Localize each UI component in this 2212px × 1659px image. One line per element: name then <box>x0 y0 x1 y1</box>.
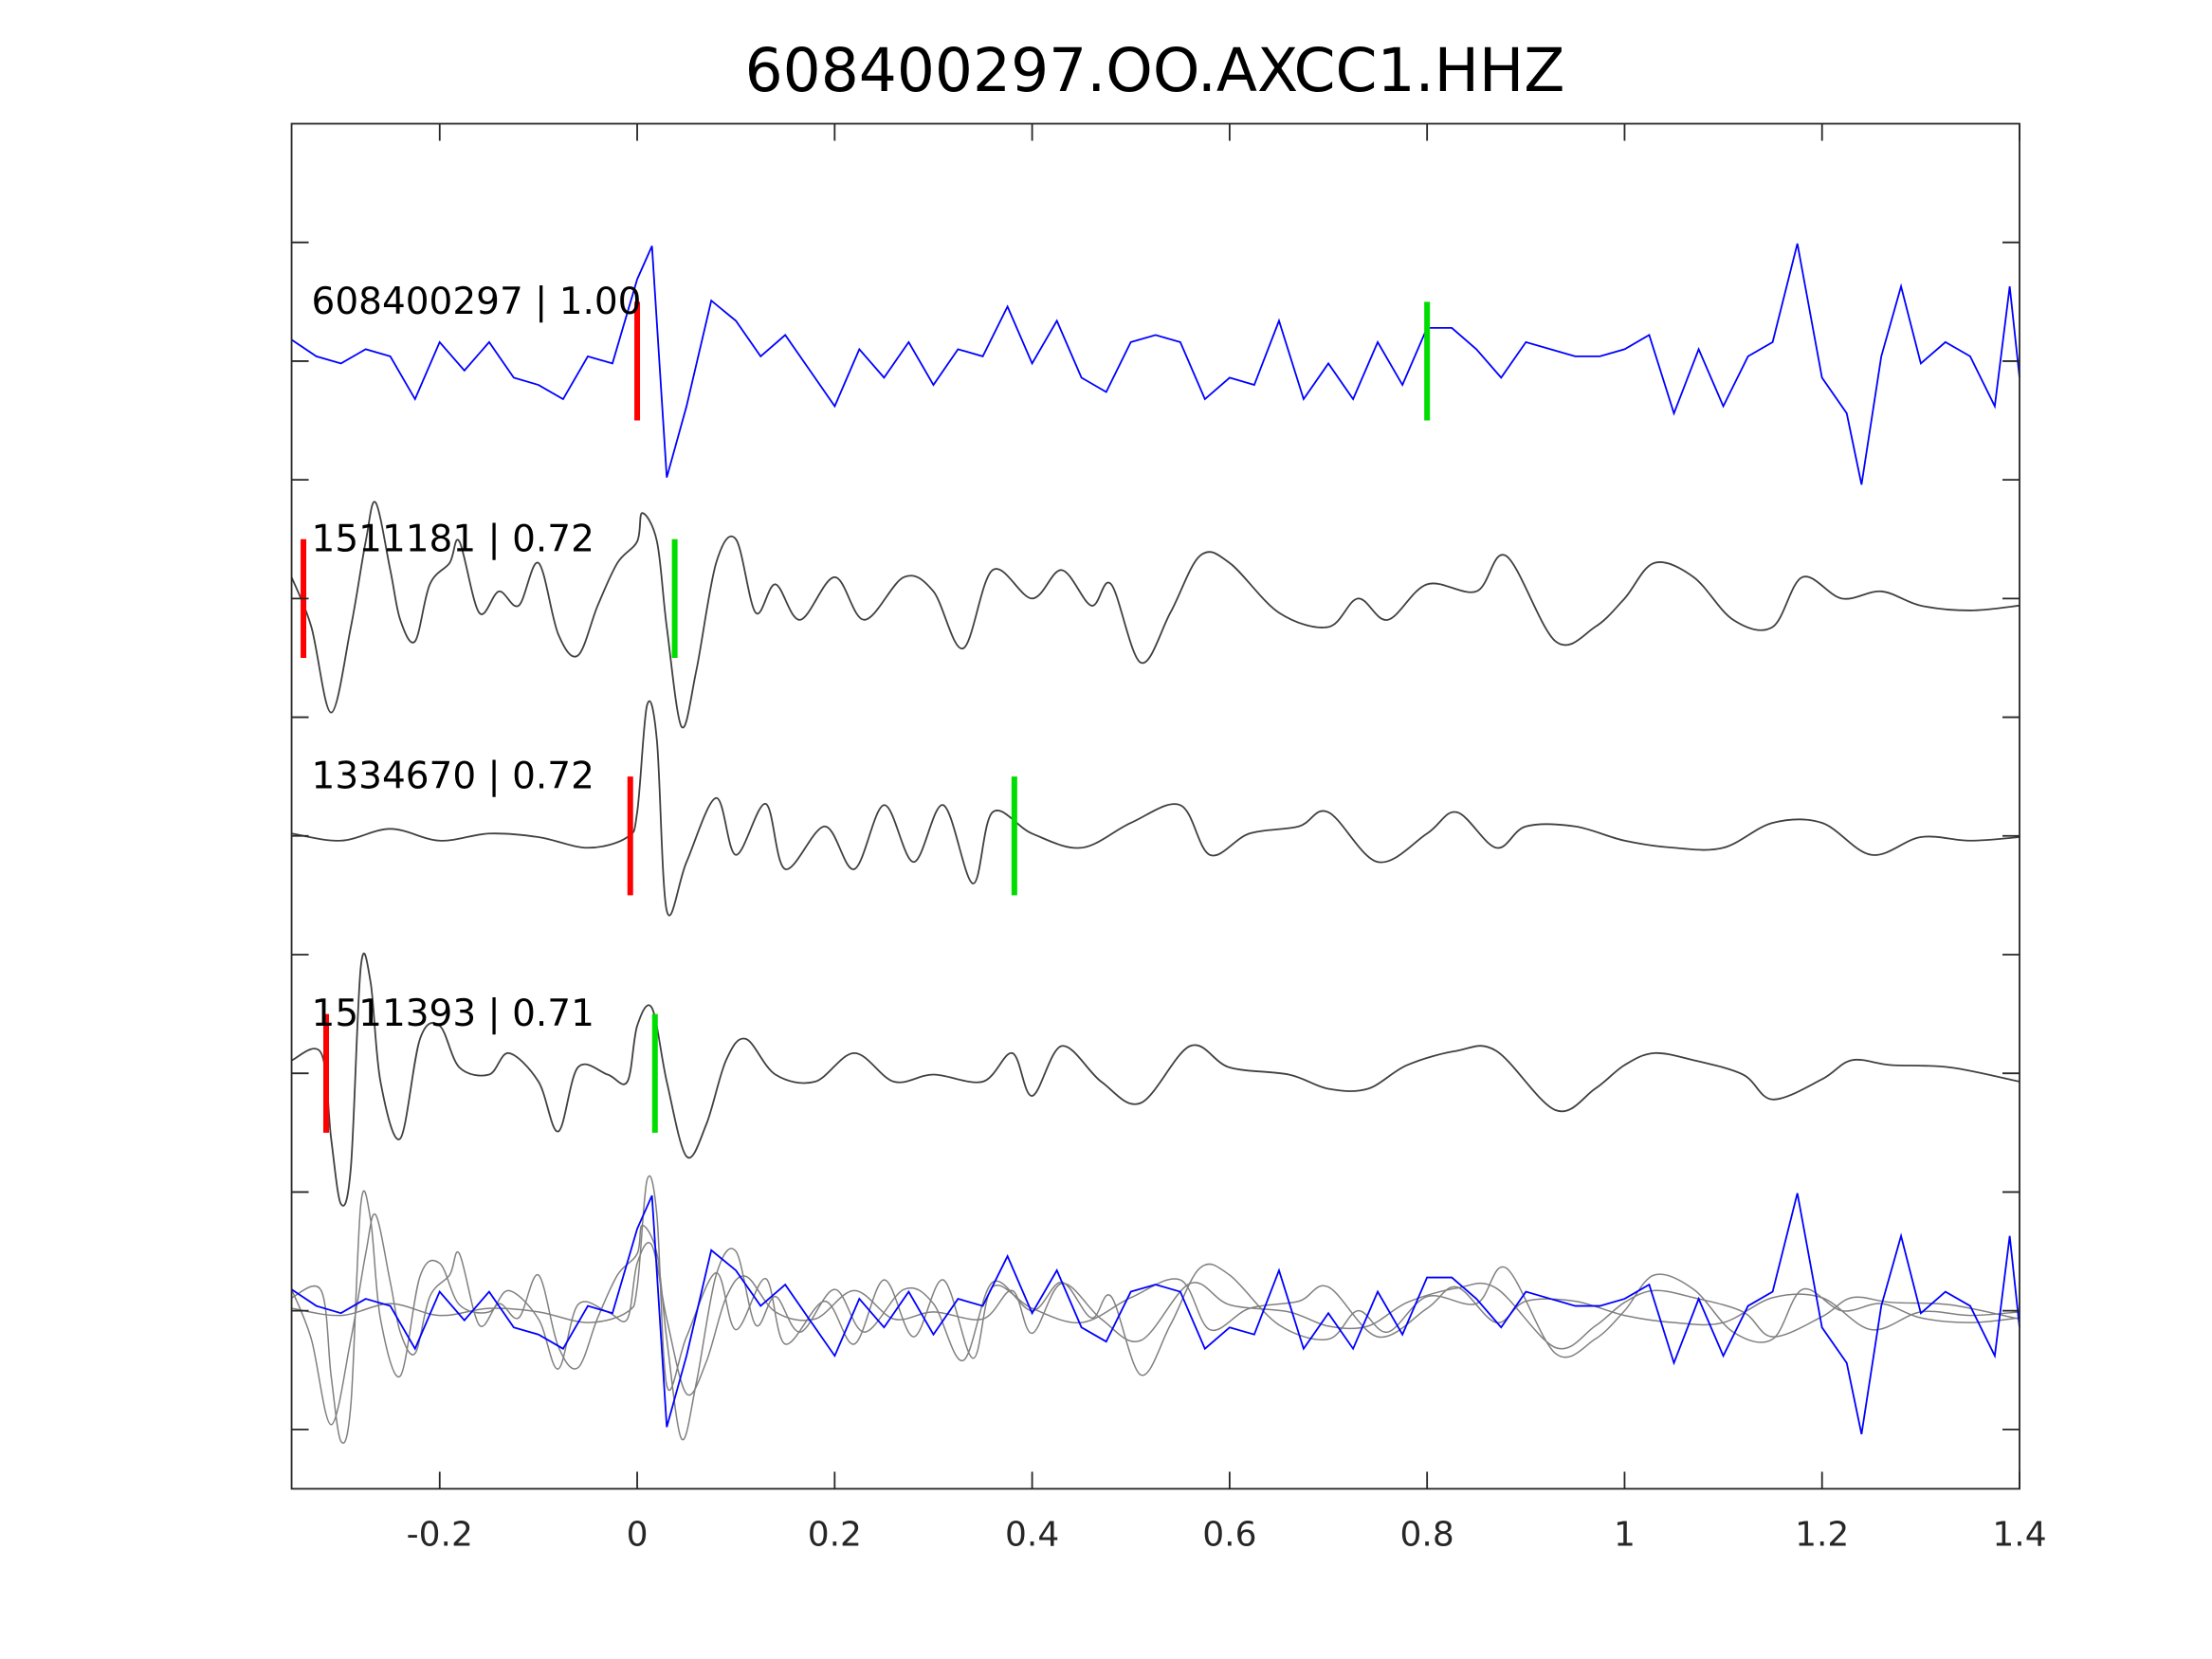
trace-label: 608400297 | 1.00 <box>312 281 642 323</box>
axes-frame <box>290 122 2020 1490</box>
x-tick-label: 0.4 <box>1005 1515 1059 1554</box>
x-tick-label: 1 <box>1614 1515 1636 1554</box>
trace-label: 1334670 | 0.72 <box>312 756 594 798</box>
overlay-trace-608400297 <box>291 1193 2020 1435</box>
x-tick-label: 1.4 <box>1992 1515 2046 1554</box>
trace-1511393 <box>291 952 2020 1207</box>
x-axis: -0.2 0 0.2 0.4 0.6 0.8 1 1.2 1.4 <box>407 123 2047 1554</box>
x-tick-label: -0.2 <box>407 1515 473 1554</box>
trace-label: 1511181 | 0.72 <box>312 518 594 560</box>
trace-608400297 <box>291 243 2020 485</box>
x-tick-label: 0.6 <box>1202 1515 1256 1554</box>
trace-label: 1511393 | 0.71 <box>312 993 594 1035</box>
x-tick-label: 0.2 <box>808 1515 862 1554</box>
overlay-trace-1511393 <box>291 1190 2020 1444</box>
x-tick-label: 0.8 <box>1400 1515 1454 1554</box>
trace-labels: 608400297 | 1.00 1511181 | 0.72 1334670 | … <box>312 281 642 1035</box>
plot-area <box>290 243 2020 1444</box>
y-axis <box>291 241 2020 1431</box>
x-tick-label: 0 <box>627 1515 649 1554</box>
chart-title: 608400297.OO.AXCC1.HHZ <box>745 36 1565 105</box>
trace-1511181 <box>290 501 2020 729</box>
overlay-trace-1511181 <box>290 1212 2020 1441</box>
x-tick-label: 1.2 <box>1795 1515 1849 1554</box>
overlay-trace-1334670 <box>291 1175 2020 1392</box>
trace-1334670 <box>291 700 2020 917</box>
